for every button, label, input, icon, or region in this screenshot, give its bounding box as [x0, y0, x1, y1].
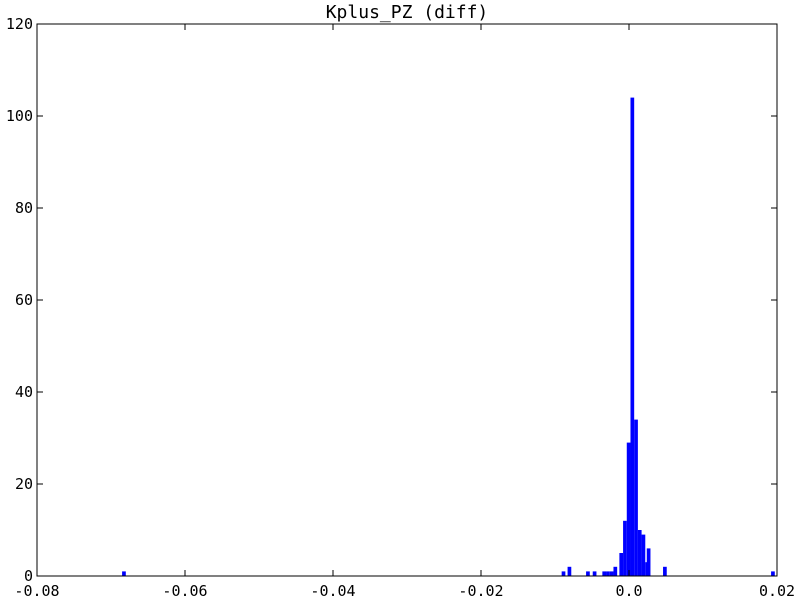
- y-tick-label: 20: [15, 475, 33, 493]
- histogram-bar: [626, 442, 631, 576]
- histogram-bar: [567, 566, 572, 576]
- chart-title: Kplus_PZ (diff): [326, 2, 489, 23]
- y-tick-label: 100: [6, 107, 33, 125]
- y-tick-label: 120: [6, 15, 33, 33]
- x-tick-label: -0.06: [162, 582, 207, 600]
- histogram-bar: [623, 520, 627, 576]
- histogram-bar: [619, 553, 624, 576]
- histogram-bar: [641, 534, 646, 576]
- histogram-bar: [630, 97, 635, 576]
- histogram-bar: [122, 571, 126, 576]
- histogram-bar: [586, 571, 590, 576]
- histogram-bar: [602, 571, 607, 576]
- x-tick-label: 0.02: [759, 582, 795, 600]
- y-tick-label: 80: [15, 199, 33, 217]
- x-tick-label: -0.02: [458, 582, 503, 600]
- plot-frame: [36, 23, 778, 577]
- axes-group: -0.08 -0.06 -0.04 -0.02 0.0 0.02 0 20 40 60 80 100 1…: [6, 15, 795, 600]
- histogram-bar: [646, 548, 651, 576]
- histogram-bar: [613, 566, 618, 576]
- y-tick-label: 0: [24, 567, 33, 585]
- x-tick-label: -0.04: [310, 582, 355, 600]
- histogram-bar: [771, 571, 775, 576]
- histogram-bar: [609, 571, 614, 576]
- bars-group: [122, 97, 775, 576]
- histogram-bar: [606, 571, 610, 576]
- histogram-bar: [663, 566, 667, 576]
- histogram-bar: [592, 571, 597, 576]
- x-tick-label: -0.08: [14, 582, 59, 600]
- histogram-bar: [561, 571, 566, 576]
- histogram-bar: [634, 419, 638, 576]
- y-tick-label: 60: [15, 291, 33, 309]
- histogram-bar: [637, 530, 642, 576]
- x-tick-label: 0.0: [615, 582, 642, 600]
- y-tick-label: 40: [15, 383, 33, 401]
